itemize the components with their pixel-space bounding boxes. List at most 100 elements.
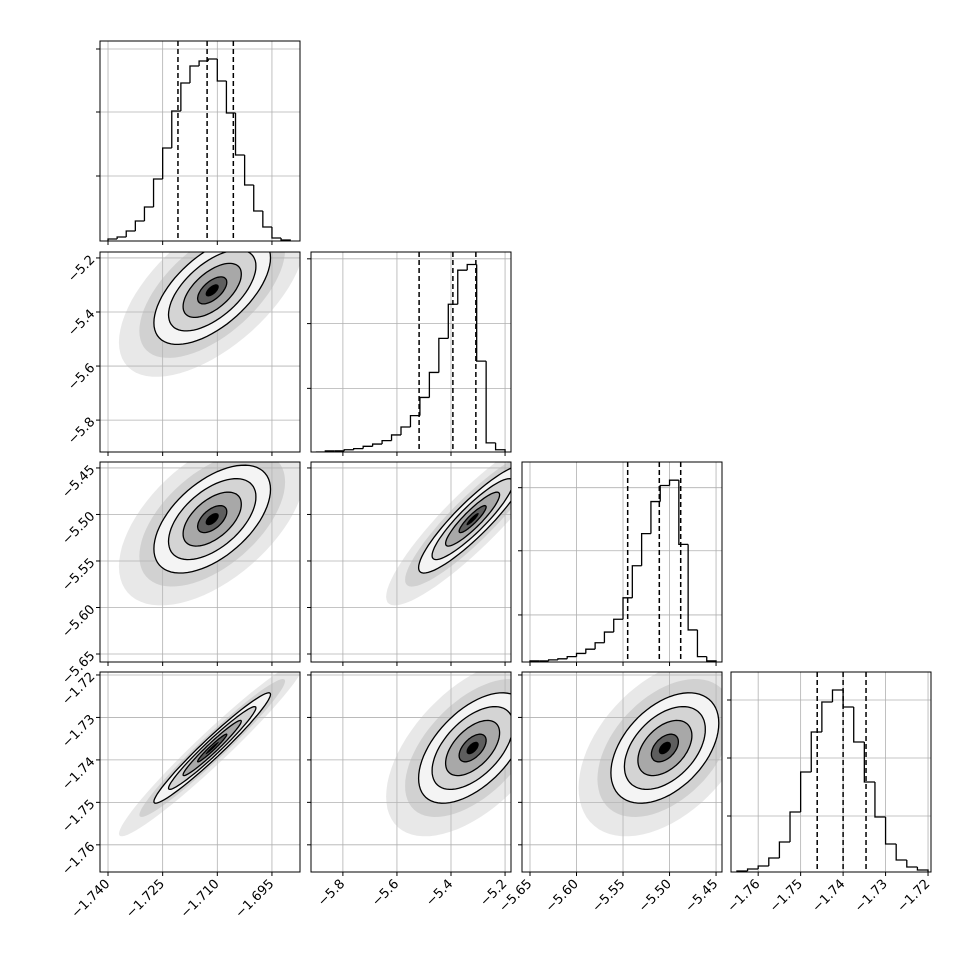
x-tick-label: −1.74 — [810, 877, 849, 916]
panel-frame — [99, 251, 301, 453]
panel-frame — [310, 461, 512, 663]
hist-step — [400, 426, 411, 435]
panel: −5.65−5.60−5.55−5.50−5.45 — [60, 461, 301, 687]
hist-step — [485, 361, 496, 444]
hist-step — [409, 414, 420, 427]
x-tick-label: −1.695 — [233, 877, 278, 922]
hist-step — [107, 238, 118, 241]
y-tick-label: −1.73 — [60, 712, 99, 751]
density-peak — [205, 741, 219, 755]
y-tick-label: −5.2 — [65, 253, 98, 286]
y-tick-label: −1.74 — [60, 755, 99, 794]
panel-frame — [310, 671, 512, 873]
hist-step — [262, 211, 272, 228]
hist-step — [353, 447, 364, 450]
hist-step — [916, 867, 929, 872]
hist-step — [216, 59, 227, 82]
panel-frame — [521, 461, 723, 663]
hist-step — [831, 689, 844, 702]
y-tick-label: −5.6 — [65, 361, 98, 394]
hist-step — [494, 442, 506, 452]
x-tick-label: −5.6 — [369, 877, 402, 910]
panel — [307, 461, 512, 666]
hist-step — [575, 652, 586, 657]
hist-step — [162, 147, 172, 179]
hist-step — [116, 236, 127, 239]
hist-step — [650, 500, 661, 534]
x-tick-label: −5.60 — [543, 877, 582, 916]
panel-frame — [99, 40, 301, 242]
panel: −5.8 −5.6 −5.4 −5.2 — [65, 251, 301, 456]
hist-step — [640, 533, 651, 566]
y-tick-label: −5.8 — [65, 415, 98, 448]
hist-step — [821, 701, 833, 732]
hist-step — [171, 110, 181, 148]
hist-step — [585, 648, 596, 654]
hist-step — [476, 264, 487, 362]
hist-step — [547, 659, 558, 661]
x-tick-label: −1.73 — [852, 877, 891, 916]
hist-step — [853, 707, 865, 743]
x-tick-label: −5.4 — [423, 877, 456, 910]
x-tick-label: −5.50 — [636, 877, 675, 916]
hist-step — [438, 337, 449, 373]
panel-frame — [730, 671, 932, 873]
hist-step — [895, 844, 907, 861]
hist-step — [271, 227, 282, 239]
hist-step — [874, 782, 886, 818]
hist-step — [706, 656, 717, 662]
hist-step — [768, 857, 780, 866]
hist-step — [557, 658, 568, 660]
panel-frame — [99, 461, 301, 663]
hist-step — [884, 817, 897, 845]
hist-step — [189, 65, 200, 83]
hist-step — [613, 618, 624, 633]
x-tick-label: −1.710 — [178, 877, 223, 922]
hist-step — [799, 771, 812, 812]
hist-step — [143, 206, 154, 221]
hist-step — [466, 263, 477, 271]
hist-step — [207, 58, 218, 61]
panel: −1.76 −1.75 −1.74 −1.73 −1.72 — [725, 671, 934, 916]
hist-step — [253, 185, 263, 212]
x-tick-label: −5.55 — [590, 877, 629, 916]
x-tick-label: −1.72 — [895, 877, 934, 916]
density-peak — [205, 284, 219, 297]
panel: −1.740 −1.725 −1.710 −1.695 −1.76 −1.75−1.74 −… — [60, 670, 301, 922]
hist-step — [842, 690, 854, 708]
hist-step — [134, 220, 145, 231]
y-tick-label: −1.75 — [60, 797, 99, 836]
density-peak — [658, 741, 671, 755]
hist-step — [225, 81, 236, 114]
hist-step — [757, 865, 769, 869]
density-peak — [205, 513, 219, 526]
y-tick-label: −5.4 — [65, 307, 98, 340]
hist-step — [622, 597, 633, 620]
y-tick-label: −5.60 — [60, 602, 99, 641]
hist-step — [152, 178, 163, 207]
hist-step — [668, 479, 679, 486]
panel-frame — [310, 251, 512, 453]
hist-step — [125, 230, 136, 237]
hist-step — [863, 742, 875, 783]
panel — [518, 461, 723, 666]
hist-step — [381, 439, 392, 445]
hist-step — [566, 656, 577, 659]
panel: −5.65−5.60−5.55−5.50−5.45 — [497, 671, 723, 916]
hist-step — [789, 811, 801, 842]
hist-step — [594, 642, 605, 650]
hist-step — [457, 269, 468, 305]
hist-step — [696, 629, 707, 658]
panel — [96, 40, 301, 245]
hist-step — [810, 731, 822, 772]
x-tick-label: −1.76 — [725, 877, 764, 916]
x-tick-label: −1.725 — [123, 877, 168, 922]
hist-step — [428, 371, 439, 398]
density-peak — [466, 741, 479, 755]
hist-step — [659, 484, 670, 502]
hist-step — [362, 445, 373, 449]
hist-step — [343, 449, 354, 451]
x-tick-label: −5.8 — [315, 877, 348, 910]
hist-step — [687, 544, 698, 631]
